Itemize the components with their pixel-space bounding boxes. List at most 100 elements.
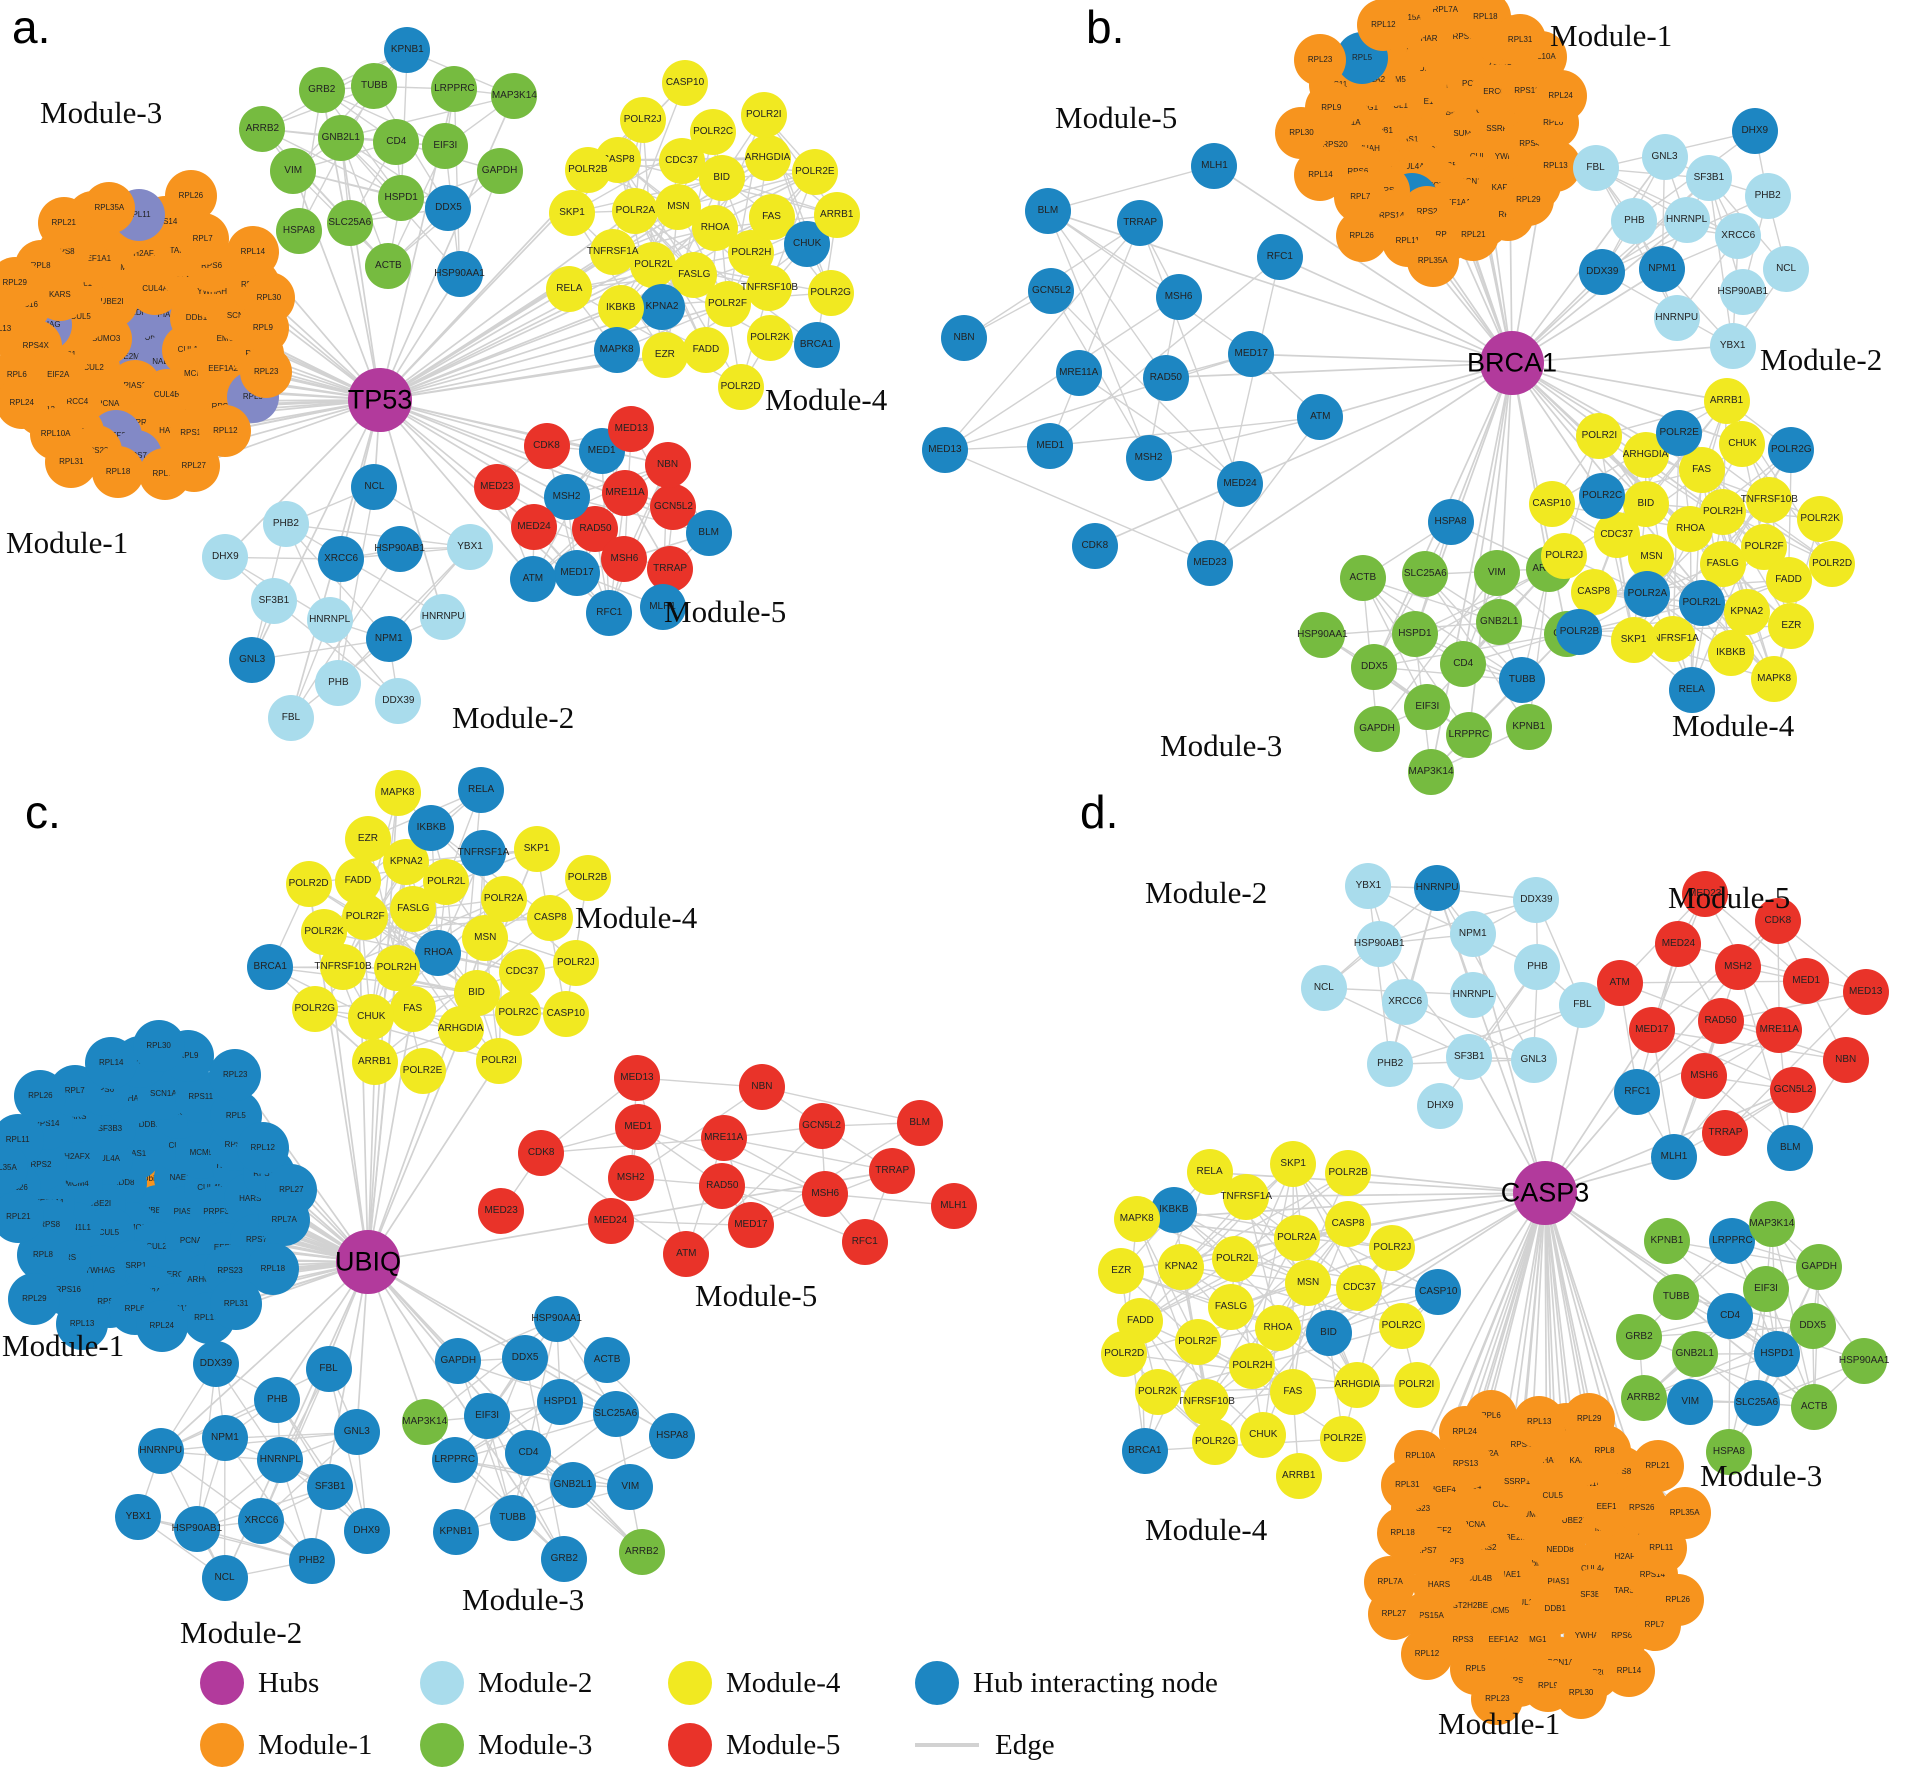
gene-node: CD4	[373, 118, 420, 165]
module-label: Module-5	[1055, 100, 1178, 135]
hub-node	[1513, 1161, 1577, 1225]
gene-node: ARHGDIA	[437, 1005, 484, 1052]
gene-node: GNB2L1	[549, 1462, 596, 1509]
edge	[367, 1060, 376, 1263]
edge	[224, 399, 381, 559]
gene-node: RELA	[458, 766, 505, 813]
edge	[1737, 966, 1791, 1149]
edge	[339, 136, 381, 401]
gene-node: CASP10	[662, 59, 708, 106]
gene-node: ACTB	[584, 1337, 631, 1384]
edge	[1208, 1171, 1546, 1194]
edge	[1139, 1320, 1265, 1436]
gene-node: KPNB1	[384, 27, 431, 74]
gene-node: TRRAP	[869, 1148, 916, 1195]
gene-node: RPL12	[1401, 1628, 1453, 1681]
gene-node: RPL21	[37, 196, 90, 249]
gene-node: CD4	[505, 1430, 552, 1477]
gene-node: ARHGDIA	[744, 134, 791, 181]
gene-node: RPL14	[85, 1037, 138, 1089]
edge	[1439, 966, 1539, 1107]
gene-node: BRCA1	[793, 322, 840, 369]
legend-label: Module-5	[726, 1729, 841, 1761]
gene-node: POLR2J	[1369, 1225, 1416, 1272]
gene-node: POLR2L	[1212, 1235, 1259, 1282]
gene-node: SKP1	[513, 826, 560, 873]
edge	[1771, 1223, 1865, 1362]
gene-node: HSPA8	[275, 207, 322, 254]
gene-node: POLR2F	[1174, 1319, 1221, 1366]
module-label: Module-1	[6, 525, 129, 560]
gene-node: POLR2C	[495, 989, 542, 1036]
gene-node: RPL27	[265, 1163, 318, 1216]
gene-node: ARRB1	[351, 1038, 398, 1085]
gene-node: NCL	[351, 463, 398, 510]
gene-node: NPM1	[1639, 246, 1686, 292]
gene-node: POLR2E	[399, 1047, 446, 1094]
edge	[1047, 210, 1252, 355]
gene-node: PHB2	[1367, 1041, 1414, 1088]
gene-node: DHX9	[343, 1507, 390, 1554]
legend-swatch-m2	[420, 1661, 464, 1705]
gene-node: HNRNPU	[1414, 865, 1461, 912]
gene-node: GNL3	[229, 637, 276, 684]
gene-node: HNRNPU	[137, 1428, 184, 1475]
gene-node: HSPD1	[1391, 610, 1438, 657]
edge	[1415, 1192, 1546, 1387]
gene-node: YBX1	[115, 1493, 162, 1540]
gene-node: MAPK8	[374, 770, 421, 817]
gene-node: ARRB1	[1275, 1452, 1322, 1499]
gene-node: RPL14	[226, 225, 279, 278]
edge	[1724, 990, 1867, 1135]
gene-node: PHB2	[262, 501, 309, 548]
gene-node: RPL18	[92, 446, 145, 499]
gene-node: RPL29	[8, 1273, 61, 1326]
module-label: Module-1	[2, 1328, 125, 1363]
gene-node: RFC1	[1256, 234, 1303, 281]
gene-node: HSP90AB1	[1717, 269, 1768, 316]
gene-node: POLR2L	[423, 858, 470, 905]
gene-node: PHB2	[288, 1537, 335, 1584]
module-label: Module-5	[1668, 880, 1791, 915]
edge	[1511, 362, 1550, 570]
edge	[761, 1086, 921, 1124]
edge	[453, 88, 461, 275]
gene-node: NPM1	[201, 1415, 248, 1462]
gene-node: MED1	[615, 1104, 662, 1151]
gene-node: POLR2J	[552, 940, 599, 987]
edge	[1050, 290, 1211, 564]
gene-node: LRPPRC	[1445, 711, 1492, 758]
gene-node: GNB2L1	[1476, 599, 1523, 646]
gene-node: HSP90AB1	[1354, 920, 1405, 967]
gene-node: MED1	[1027, 422, 1074, 469]
gene-node: FAS	[1678, 447, 1725, 494]
edge	[159, 1367, 330, 1453]
gene-node: MSH2	[1125, 434, 1172, 481]
gene-node: RPL24	[1534, 69, 1587, 122]
gene-node: ATM	[1297, 394, 1344, 441]
hub-node	[1480, 331, 1544, 395]
gene-node: POLR2L	[630, 241, 677, 288]
gene-node: POLR2C	[690, 109, 737, 156]
edge	[565, 495, 710, 535]
edge	[486, 1415, 565, 1560]
edge	[1414, 568, 1550, 635]
gene-node: POLR2B	[1556, 608, 1603, 655]
gene-node: RHOA	[1254, 1304, 1301, 1351]
gene-node: POLR2E	[1656, 409, 1703, 456]
edge	[1347, 1171, 1546, 1194]
gene-node: MSH6	[1155, 273, 1202, 320]
gene-node: POLR2K	[301, 909, 348, 956]
edge	[1164, 362, 1513, 379]
gene-node: SKP1	[1270, 1141, 1317, 1188]
edge	[1419, 1192, 1546, 1457]
gene-node: RELA	[546, 265, 593, 312]
gene-node: MSH6	[802, 1171, 849, 1217]
gene-node: POLR2D	[285, 860, 332, 907]
edge	[273, 599, 400, 702]
gene-node: KPNB1	[432, 1508, 479, 1555]
gene-node: POLR2K	[1797, 495, 1844, 542]
gene-node: HSP90AB1	[172, 1505, 222, 1552]
gene-node: POLR2I	[1393, 1362, 1440, 1409]
gene-node: IKBKB	[408, 804, 455, 851]
